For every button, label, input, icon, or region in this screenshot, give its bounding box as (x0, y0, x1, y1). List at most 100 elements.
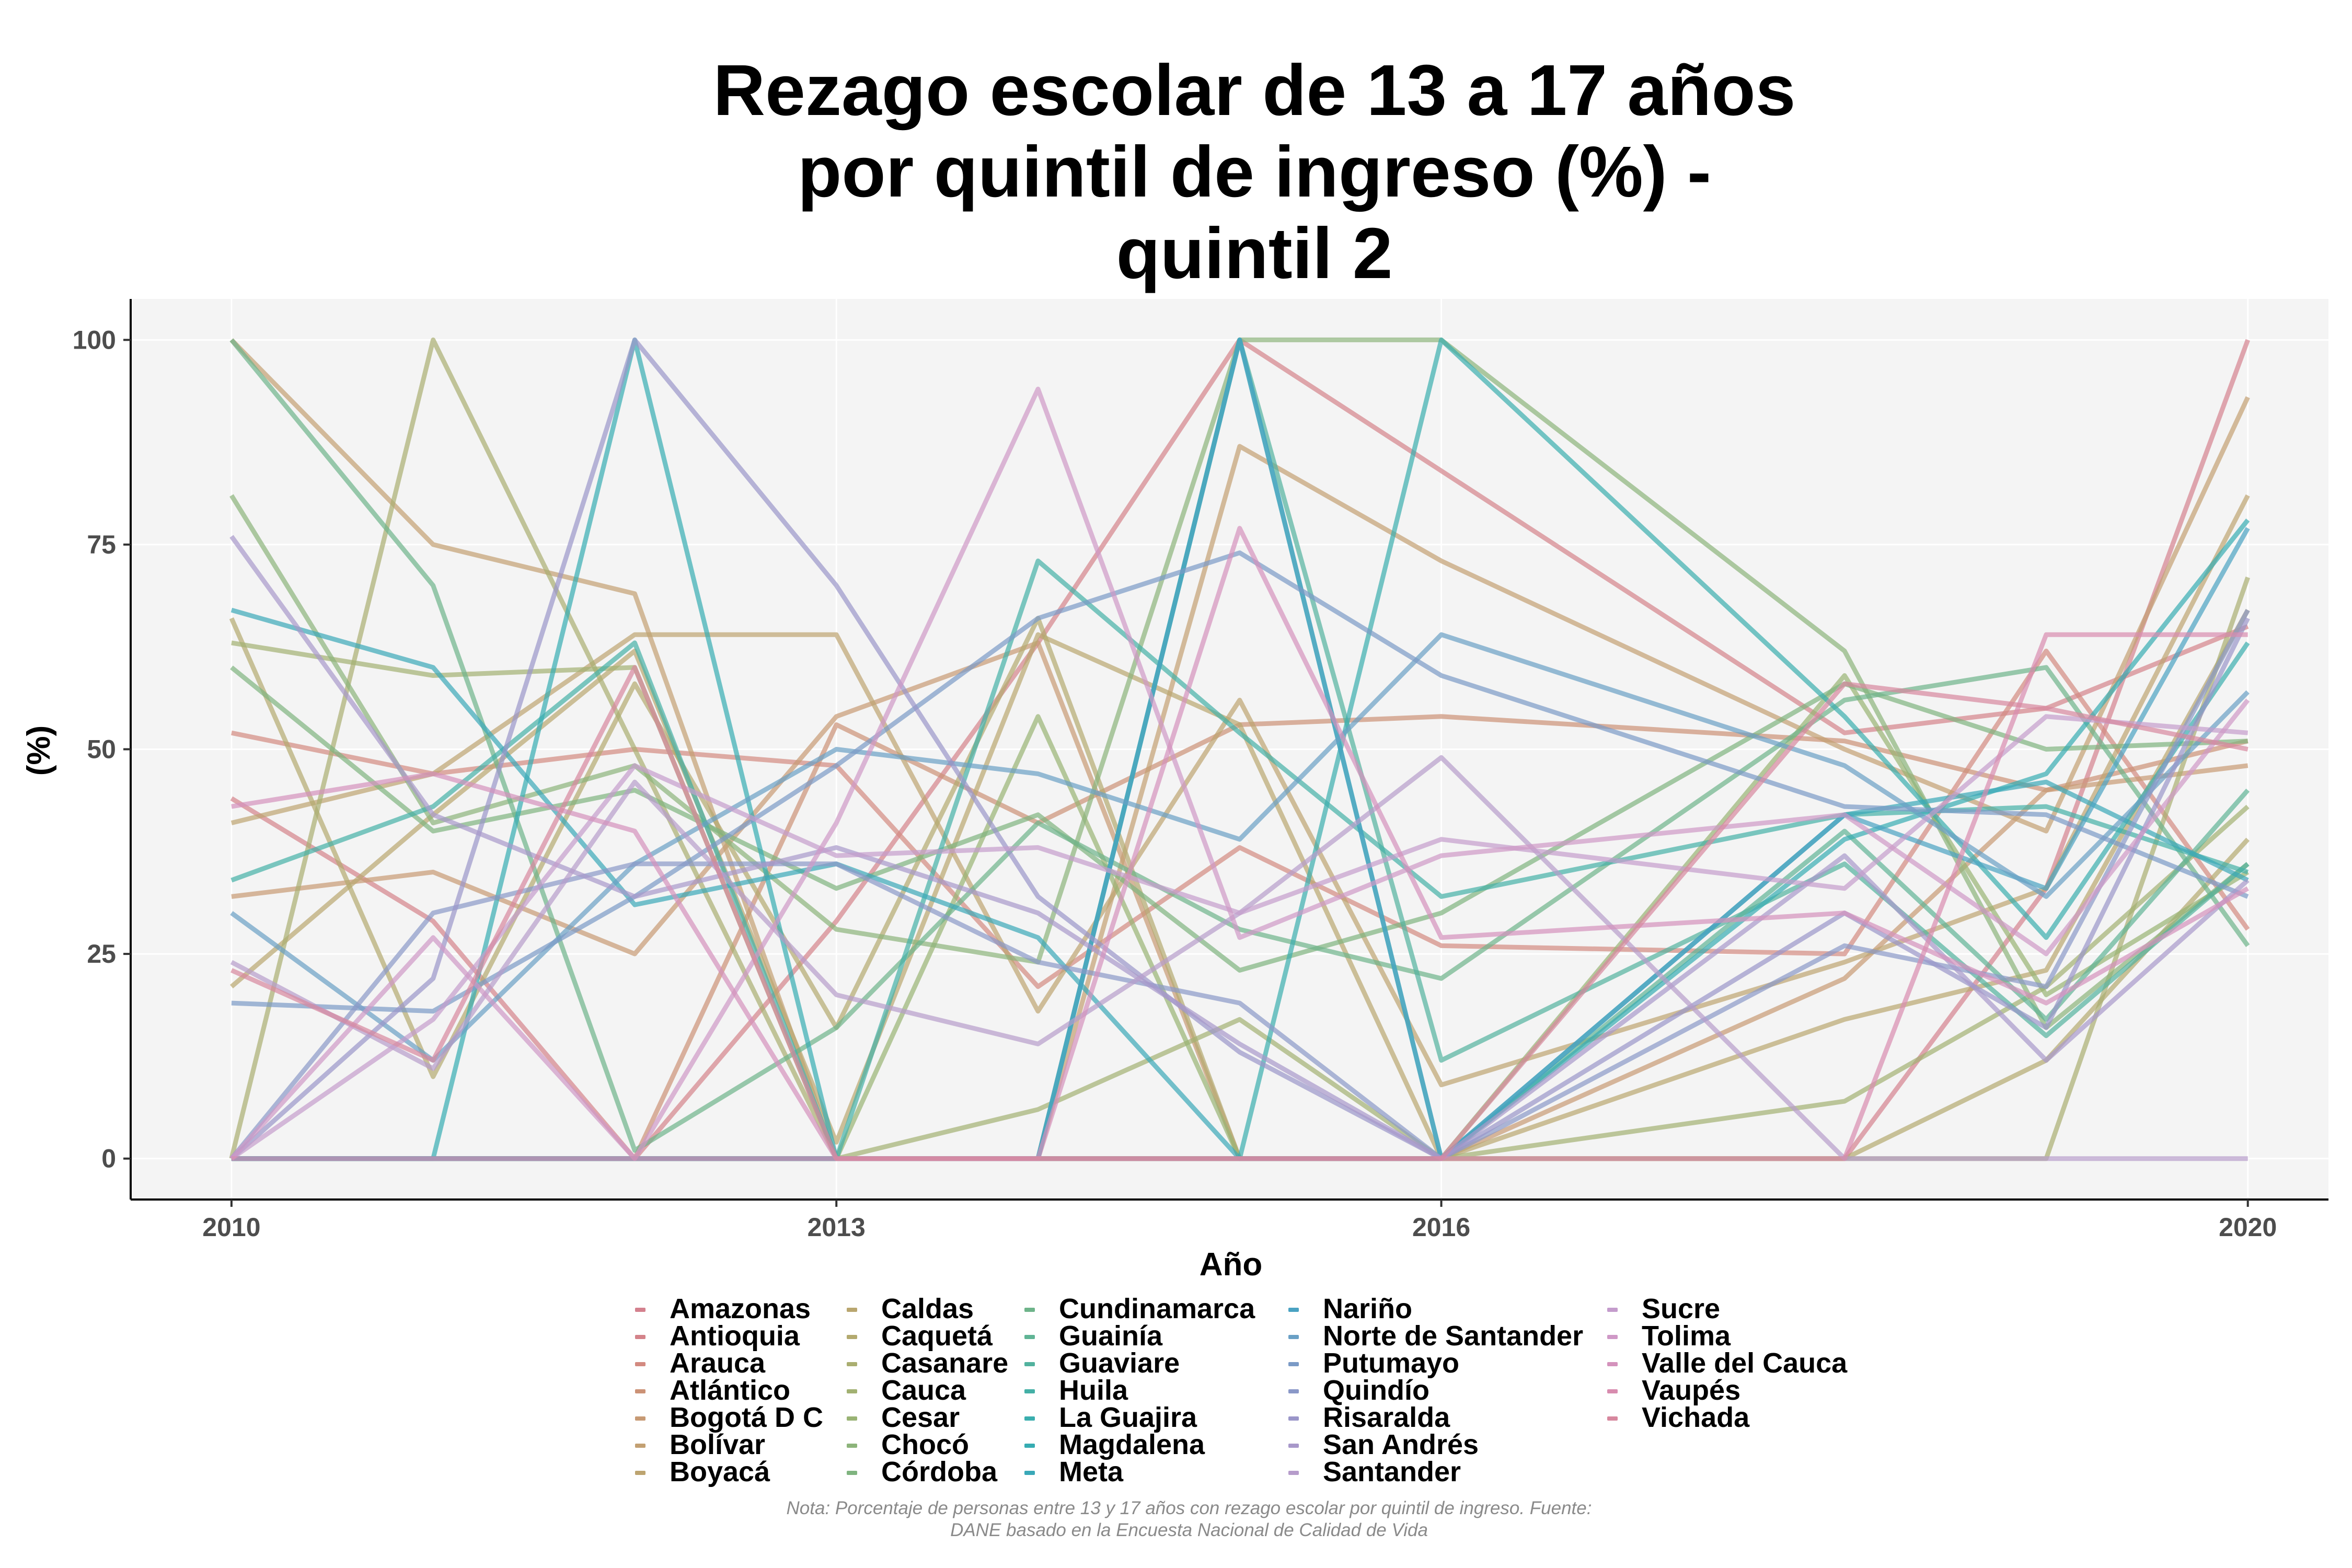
series-line (230, 665, 2249, 1161)
legend-key (1024, 1471, 1035, 1475)
y-axis-title: (%) (21, 725, 57, 776)
legend-label: Sucre (1642, 1293, 1721, 1324)
legend-key (635, 1335, 645, 1339)
legend-key (1607, 1362, 1618, 1366)
x-axis-ticks: 2010 2013 2016 2020 (202, 1200, 2277, 1242)
legend-key (635, 1471, 645, 1475)
chart-title-line: por quintil de ingreso (%) - (798, 132, 1711, 212)
legend-label: Magdalena (1059, 1429, 1205, 1460)
series-line (229, 386, 2250, 1161)
legend-label: Nariño (1323, 1293, 1413, 1324)
chart-title-line: quintil 2 (1116, 213, 1393, 294)
legend-label: Quindío (1323, 1375, 1429, 1406)
legend-label: Bolívar (670, 1429, 766, 1460)
legend-key (847, 1471, 857, 1475)
legend-label: Norte de Santander (1323, 1320, 1584, 1352)
legend-label: Antioquia (670, 1320, 800, 1352)
legend-key (1288, 1444, 1299, 1448)
series-line (230, 714, 2249, 1161)
legend-label: Valle del Cauca (1642, 1347, 1848, 1379)
series-line (230, 337, 2249, 1161)
legend-label: Amazonas (670, 1293, 811, 1324)
legend-key (1024, 1416, 1035, 1421)
legend-key (847, 1389, 857, 1393)
source-note-line: DANE basado en la Encuesta Nacional de C… (950, 1520, 1428, 1540)
legend-key (1024, 1389, 1035, 1393)
source-note: Nota: Porcentaje de personas entre 13 y … (679, 1497, 1699, 1541)
series-line (230, 755, 2248, 1161)
series-line (231, 550, 2249, 1014)
legend-key (847, 1335, 857, 1339)
legend-label: Vichada (1642, 1402, 1750, 1433)
legend-key (1288, 1471, 1299, 1475)
legend-label: Vaupés (1642, 1375, 1741, 1406)
legend-key (847, 1362, 857, 1366)
legend-key (635, 1416, 645, 1421)
legend-label: Córdoba (881, 1456, 997, 1488)
legend-label: Meta (1059, 1456, 1124, 1488)
series-line (230, 665, 2248, 973)
x-axis-title: Año (1200, 1247, 1263, 1283)
series-lines (229, 337, 2250, 1161)
legend-key (1607, 1335, 1618, 1339)
legend-label: San Andrés (1323, 1429, 1479, 1460)
legend-label: Guaviare (1059, 1347, 1180, 1379)
legend-key (1607, 1308, 1618, 1312)
series-line (231, 526, 2249, 1161)
source-note-line: Nota: Porcentaje de personas entre 13 y … (786, 1498, 1592, 1518)
legend-label: Boyacá (670, 1456, 770, 1488)
legend-key (1288, 1335, 1299, 1339)
y-tick-label: 75 (87, 530, 116, 559)
legend-label: Risaralda (1323, 1402, 1450, 1433)
series-line (230, 607, 2249, 1161)
legend-key (1607, 1389, 1618, 1393)
chart-title: Rezago escolar de 13 a 17 años por quint… (575, 50, 1934, 294)
legend-key (1607, 1416, 1618, 1421)
y-tick-label: 0 (101, 1144, 116, 1173)
series-line (229, 337, 2250, 1161)
legend-label: Caquetá (881, 1320, 993, 1352)
legend-label: Santander (1323, 1456, 1461, 1488)
legend-label: Putumayo (1323, 1347, 1460, 1379)
legend-key (847, 1416, 857, 1421)
legend-label: Arauca (670, 1347, 766, 1379)
y-tick-label: 100 (73, 325, 116, 354)
legend-key (635, 1444, 645, 1448)
series-line (230, 632, 2250, 1063)
series-line (229, 609, 2250, 1161)
legend-key (1288, 1416, 1299, 1421)
legend-label: Cauca (881, 1375, 966, 1406)
legend-key (1024, 1308, 1035, 1312)
series-line (229, 337, 2250, 1030)
legend-label: Guainía (1059, 1320, 1163, 1352)
series-line (231, 640, 2250, 1161)
legend-key (635, 1362, 645, 1366)
legend-label: La Guajira (1059, 1402, 1197, 1433)
legend-key (1288, 1389, 1299, 1393)
chart-title-line: Rezago escolar de 13 a 17 años (713, 50, 1796, 131)
y-axis-ticks: 0 25 50 75 100 (73, 325, 131, 1173)
legend-label: Atlántico (670, 1375, 791, 1406)
x-tick-label: 2013 (808, 1213, 866, 1242)
series-line (229, 338, 2250, 1161)
y-tick-label: 50 (87, 735, 116, 764)
legend-label: Casanare (881, 1347, 1009, 1379)
legend-label: Cesar (881, 1402, 960, 1433)
series-line (229, 616, 2250, 1161)
legend-key (635, 1389, 645, 1393)
legend-label: Tolima (1642, 1320, 1731, 1352)
legend-label: Chocó (881, 1429, 969, 1460)
legend-label: Huila (1059, 1375, 1128, 1406)
legend-key (1024, 1444, 1035, 1448)
legend-label: Bogotá D C (670, 1402, 823, 1433)
x-tick-label: 2016 (1412, 1213, 1470, 1242)
legend-key (1024, 1335, 1035, 1339)
legend-key (1288, 1362, 1299, 1366)
legend-label: Caldas (881, 1293, 974, 1324)
y-tick-label: 25 (87, 939, 116, 969)
legend-key (635, 1308, 645, 1312)
x-tick-label: 2020 (2219, 1213, 2277, 1242)
legend-key (1288, 1308, 1299, 1312)
series-line (229, 609, 2250, 1161)
legend: Amazonas Antioquia Arauca Atlántico Bogotá D… (635, 1295, 1889, 1494)
